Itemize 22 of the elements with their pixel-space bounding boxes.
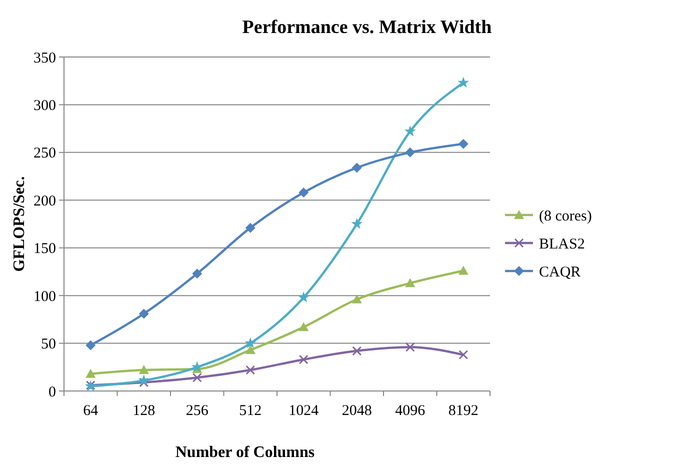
x-tick-label: 1024 — [288, 403, 320, 419]
y-tick-label: 250 — [34, 146, 56, 162]
y-tick-label: 200 — [34, 193, 56, 210]
x-tick-label: 2048 — [342, 403, 372, 419]
legend-label: BLAS2 — [539, 236, 585, 252]
x-tick-label: 4096 — [395, 403, 426, 419]
x-axis-title: Number of Columns — [175, 444, 315, 461]
x-tick-label: 64 — [83, 403, 99, 419]
legend-label: (8 cores) — [539, 208, 592, 224]
x-tick-label: 8192 — [448, 403, 478, 419]
y-tick-label: 100 — [34, 288, 56, 305]
y-tick-label: 0 — [48, 384, 56, 400]
chart-title: Performance vs. Matrix Width — [242, 17, 492, 38]
y-tick-label: 50 — [41, 336, 56, 353]
y-axis-title: GFLOPS/Sec. — [11, 176, 28, 272]
y-tick-label: 300 — [34, 98, 56, 114]
legend-label: CAQR — [539, 264, 581, 280]
x-tick-label: 128 — [132, 403, 156, 419]
x-tick-label: 512 — [239, 403, 262, 419]
y-tick-label: 350 — [34, 50, 56, 66]
x-tick-label: 256 — [186, 403, 209, 419]
y-tick-label: 150 — [34, 241, 56, 258]
